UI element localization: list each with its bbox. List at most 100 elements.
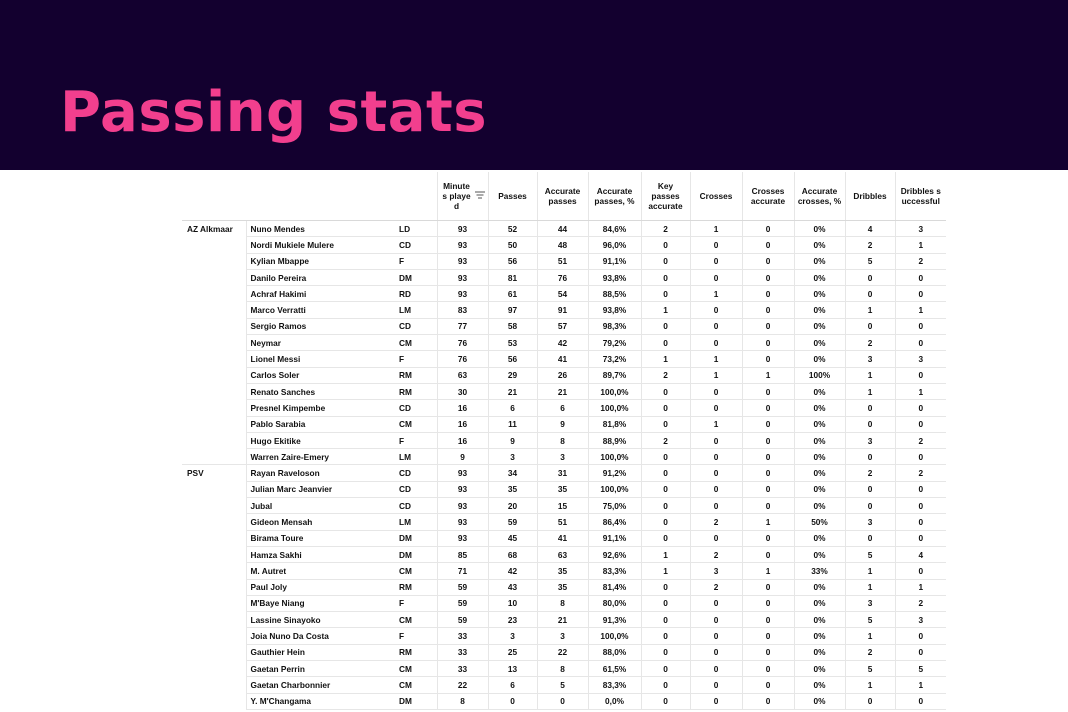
table-row[interactable]: Jubal CD 93 20 15 75,0% 0 0 0 0% 0 0 — [182, 497, 946, 515]
accurate-passes-cell: 8 — [536, 660, 588, 678]
table-row[interactable]: Achraf Hakimi RD 93 61 54 88,5% 0 1 0 0% 0 0 — [182, 285, 946, 303]
table-row[interactable]: Gaetan Perrin CM 33 13 8 61,5% 0 0 0 0% 5 5 — [182, 660, 946, 678]
table-row[interactable]: Gauthier Hein RM 33 25 22 88,0% 0 0 0 0% 2 0 — [182, 644, 946, 662]
table-row[interactable]: Lassine Sinayoko CM 59 23 21 91,3% 0 0 0 0% 5 3 — [182, 611, 946, 629]
minutes-cell: 16 — [436, 432, 488, 450]
table-row[interactable]: PSV Rayan Raveloson CD 93 34 31 91,2% 0 0 0 0% 2 2 — [182, 464, 946, 482]
table-row[interactable]: Joia Nuno Da Costa F 33 3 3 100,0% 0 0 0 0% 1 0 — [182, 627, 946, 645]
dribbles-cell: 1 — [844, 579, 895, 596]
key-passes-cell: 1 — [640, 562, 690, 580]
minutes-cell: 93 — [436, 236, 488, 254]
dribbles-cell: 0 — [844, 530, 895, 547]
table-row[interactable]: Carlos Soler RM 63 29 26 89,7% 2 1 1 100% 1 0 — [182, 367, 946, 384]
accurate-crosses-pct-column-header[interactable]: Accurate crosses, % — [793, 172, 845, 221]
dribbles-column-header[interactable]: Dribbles — [844, 172, 895, 221]
minutes-cell: 59 — [436, 611, 488, 629]
passes-cell: 10 — [487, 595, 537, 613]
dribbles-successful-cell: 0 — [894, 693, 946, 710]
table-row[interactable]: Danilo Pereira DM 93 81 76 93,8% 0 0 0 0% 0 0 — [182, 269, 946, 287]
passes-cell: 34 — [487, 464, 537, 482]
table-row[interactable]: Nordi Mukiele Mulere CD 93 50 48 96,0% 0 0 0 0% 2 1 — [182, 236, 946, 254]
table-row[interactable]: Gaetan Charbonnier CM 22 6 5 83,3% 0 0 0 0% 1 1 — [182, 676, 946, 694]
dribbles-successful-column-header[interactable]: Dribbles s uccessful — [894, 172, 946, 221]
table-row[interactable]: Warren Zaire-Emery LM 9 3 3 100,0% 0 0 0 0% 0 0 — [182, 448, 946, 466]
dribbles-successful-cell: 0 — [894, 562, 946, 580]
passes-column-header[interactable]: Passes — [487, 172, 537, 221]
crosses-accurate-cell: 0 — [741, 448, 794, 466]
key-passes-cell: 0 — [640, 595, 690, 613]
dribbles-successful-cell: 1 — [894, 236, 946, 254]
table-row[interactable]: Marco Verratti LM 83 97 91 93,8% 1 0 0 0% 1 1 — [182, 301, 946, 319]
accurate-passes-pct-cell: 100,0% — [587, 627, 641, 645]
table-row[interactable]: Paul Joly RM 59 43 35 81,4% 0 2 0 0% 1 1 — [182, 579, 946, 596]
accurate-passes-cell: 91 — [536, 301, 588, 319]
accurate-passes-pct-cell: 83,3% — [587, 676, 641, 694]
dribbles-successful-cell: 1 — [894, 579, 946, 596]
passes-cell: 29 — [487, 367, 537, 384]
accurate-passes-pct-cell: 61,5% — [587, 660, 641, 678]
accurate-passes-pct-cell: 75,0% — [587, 497, 641, 515]
team-cell — [182, 677, 246, 693]
sort-icon[interactable] — [474, 191, 485, 201]
table-row[interactable]: Hamza Sakhi DM 85 68 63 92,6% 1 2 0 0% 5 4 — [182, 546, 946, 564]
table-row[interactable]: Sergio Ramos CD 77 58 57 98,3% 0 0 0 0% 0 0 — [182, 318, 946, 336]
key-passes-cell: 0 — [640, 530, 690, 547]
accurate-passes-cell: 35 — [536, 562, 588, 580]
crosses-cell: 1 — [689, 350, 742, 368]
table-row[interactable]: Lionel Messi F 76 56 41 73,2% 1 1 0 0% 3 3 — [182, 350, 946, 368]
page-title: Passing stats — [60, 80, 488, 145]
crosses-column-header[interactable]: Crosses — [689, 172, 742, 221]
accurate-passes-cell: 15 — [536, 497, 588, 515]
table-row[interactable]: Y. M'Changama DM 8 0 0 0,0% 0 0 0 0% 0 0 — [182, 693, 946, 710]
player-name-cell: Danilo Pereira — [245, 269, 395, 287]
accurate-passes-pct-cell: 86,4% — [587, 513, 641, 531]
table-row[interactable]: Hugo Ekitike F 16 9 8 88,9% 2 0 0 0% 3 2 — [182, 432, 946, 450]
table-row[interactable]: Gideon Mensah LM 93 59 51 86,4% 0 2 1 50% 3 0 — [182, 513, 946, 531]
crosses-accurate-cell: 0 — [741, 432, 794, 450]
table-row[interactable]: Presnel Kimpembe CD 16 6 6 100,0% 0 0 0 0% 0 0 — [182, 399, 946, 417]
crosses-accurate-column-header[interactable]: Crosses accurate — [741, 172, 794, 221]
passes-cell: 0 — [487, 693, 537, 710]
position-column-header — [395, 172, 437, 221]
team-cell — [182, 579, 246, 595]
team-cell — [182, 693, 246, 709]
accurate-passes-pct-cell: 83,3% — [587, 562, 641, 580]
accurate-passes-pct-column-header[interactable]: Accurate passes, % — [587, 172, 641, 221]
table-row[interactable]: M. Autret CM 71 42 35 83,3% 1 3 1 33% 1 0 — [182, 562, 946, 580]
table-row[interactable]: Neymar CM 76 53 42 79,2% 0 0 0 0% 2 0 — [182, 334, 946, 352]
dribbles-cell: 3 — [844, 513, 895, 531]
accurate-passes-pct-cell: 0,0% — [587, 693, 641, 710]
team-cell — [182, 498, 246, 514]
player-column-header — [246, 172, 395, 221]
crosses-accurate-cell: 0 — [741, 269, 794, 287]
minutes-column-header[interactable]: Minute s playe d — [436, 172, 488, 221]
crosses-cell: 1 — [689, 220, 742, 238]
player-name-cell: Gaetan Charbonnier — [245, 676, 395, 694]
team-cell — [182, 237, 246, 253]
table-row[interactable]: Birama Toure DM 93 45 41 91,1% 0 0 0 0% 0 0 — [182, 530, 946, 547]
minutes-cell: 93 — [436, 481, 488, 499]
minutes-cell: 93 — [436, 497, 488, 515]
dribbles-successful-cell: 3 — [894, 611, 946, 629]
accurate-crosses-pct-cell: 0% — [793, 676, 845, 694]
dribbles-cell: 4 — [844, 220, 895, 238]
dribbles-cell: 5 — [844, 546, 895, 564]
table-row[interactable]: M'Baye Niang F 59 10 8 80,0% 0 0 0 0% 3 2 — [182, 595, 946, 613]
table-row[interactable]: Julian Marc Jeanvier CD 93 35 35 100,0% 0 0 0 0% 0… — [182, 481, 946, 499]
accurate-crosses-pct-cell: 0% — [793, 269, 845, 287]
table-row[interactable]: Pablo Sarabia CM 16 11 9 81,8% 0 1 0 0% 0 0 — [182, 416, 946, 433]
accurate-passes-cell: 41 — [536, 350, 588, 368]
accurate-crosses-pct-cell: 0% — [793, 644, 845, 662]
accurate-passes-column-header[interactable]: Accurate passes — [536, 172, 588, 221]
player-name-cell: M'Baye Niang — [245, 595, 395, 613]
minutes-cell: 30 — [436, 383, 488, 401]
player-name-cell: Y. M'Changama — [245, 693, 395, 710]
table-row[interactable]: Renato Sanches RM 30 21 21 100,0% 0 0 0 0% 1 1 — [182, 383, 946, 401]
key-passes-column-header[interactable]: Key passes accurate — [640, 172, 690, 221]
minutes-cell: 93 — [436, 269, 488, 287]
table-row[interactable]: AZ Alkmaar Nuno Mendes LD 93 52 44 84,6% 2 1 0 0% 4… — [182, 219, 946, 238]
dribbles-successful-cell: 5 — [894, 660, 946, 678]
table-row[interactable]: Kylian Mbappe F 93 56 51 91,1% 0 0 0 0% 5 2 — [182, 253, 946, 270]
minutes-cell: 76 — [436, 334, 488, 352]
accurate-passes-pct-cell: 100,0% — [587, 448, 641, 466]
